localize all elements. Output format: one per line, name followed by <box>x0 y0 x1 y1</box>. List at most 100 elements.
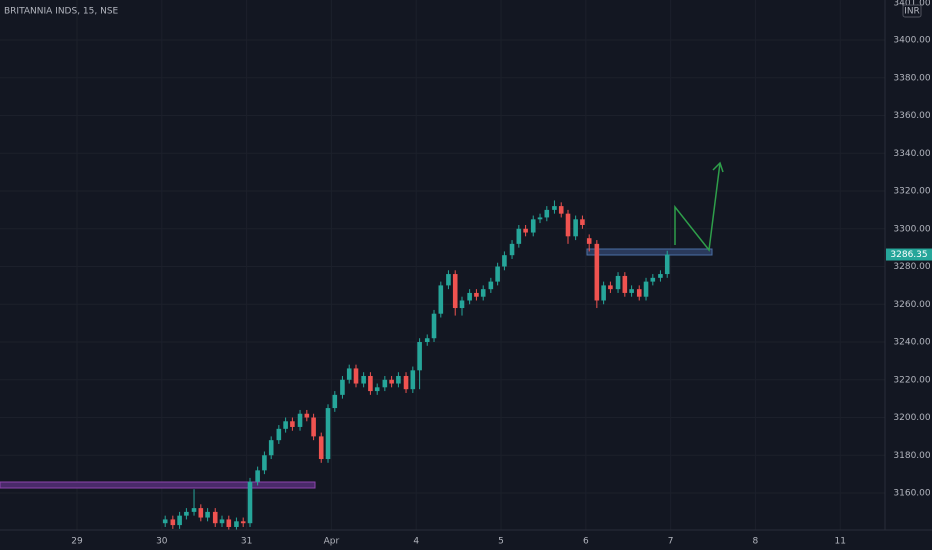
candle-body <box>509 243 515 256</box>
x-tick-label: 30 <box>156 537 168 547</box>
candle-body <box>643 281 649 297</box>
candle-body <box>601 285 606 301</box>
projection-arrow <box>674 162 721 252</box>
candle-body <box>565 213 571 237</box>
x-tick-label: 7 <box>668 537 674 547</box>
candle-body <box>523 228 528 233</box>
scale-header: 3401.00 <box>893 0 930 9</box>
candle-body <box>325 408 331 460</box>
candle-body <box>502 255 507 267</box>
candle-body <box>530 219 536 233</box>
candle-body <box>340 379 345 395</box>
candle-body <box>318 436 324 460</box>
candle-body <box>262 455 267 471</box>
y-tick-label: 3240.00 <box>893 338 930 348</box>
candle-body <box>283 421 288 429</box>
candle-body <box>424 338 430 343</box>
candle-body <box>162 519 168 524</box>
candle-body <box>198 508 204 518</box>
resistance-zone <box>586 248 713 256</box>
candle-body <box>346 368 352 380</box>
candle-body <box>297 413 303 427</box>
candle-body <box>552 206 557 210</box>
y-tick-label: 3380.00 <box>893 73 930 83</box>
y-tick-label: 3300.00 <box>893 224 930 234</box>
x-tick-label: 4 <box>413 537 419 547</box>
candle-body <box>537 217 543 220</box>
candle-body <box>353 368 359 384</box>
last-price-label: 3286.35 <box>890 250 927 260</box>
candle-body <box>177 515 182 526</box>
candle-body <box>664 254 670 275</box>
y-tick-label: 3260.00 <box>893 300 930 310</box>
y-tick-label: 3220.00 <box>893 375 930 385</box>
candle-body <box>558 206 564 214</box>
y-tick-label: 3360.00 <box>893 111 930 121</box>
candle-body <box>516 228 522 244</box>
candle-body <box>247 481 253 524</box>
y-tick-label: 3200.00 <box>893 413 930 423</box>
candle-body <box>431 313 437 339</box>
y-tick-label: 3160.00 <box>893 489 930 499</box>
x-tick-label: 8 <box>753 537 759 547</box>
currency-box <box>902 4 922 18</box>
candles <box>162 200 670 530</box>
candle-body <box>629 289 634 293</box>
candle-body <box>268 440 274 456</box>
x-tick-label: 11 <box>834 537 845 547</box>
candle-body <box>417 342 422 371</box>
y-tick-label: 3400.00 <box>893 36 930 46</box>
candle-body <box>212 511 218 524</box>
candle-body <box>658 274 663 278</box>
candle-body <box>382 379 388 388</box>
candle-body <box>410 370 416 390</box>
candle-body <box>205 511 210 518</box>
y-tick-label: 3340.00 <box>893 149 930 159</box>
candle-body <box>650 277 656 282</box>
candle-body <box>290 421 295 427</box>
chart-title: BRITANNIA INDS, 15, NSE <box>4 7 119 17</box>
candle-body <box>368 375 373 392</box>
candle-body <box>403 375 409 390</box>
y-tick-label: 3280.00 <box>893 262 930 272</box>
x-tick-label: Apr <box>324 537 340 547</box>
y-tick-label: 3180.00 <box>893 451 930 461</box>
candle-body <box>615 275 621 290</box>
grid <box>0 0 885 530</box>
candle-body <box>459 300 465 309</box>
candle-body <box>184 511 189 516</box>
x-tick-label: 29 <box>71 537 83 547</box>
support-zone <box>0 481 316 489</box>
axes: 3160.00 3180.00 3200.00 3220.00 3240.00 3260.… <box>71 36 932 547</box>
candle-body <box>438 285 444 314</box>
y-tick-label: 3320.00 <box>893 187 930 197</box>
candle-body <box>276 428 282 441</box>
candle-body <box>544 209 550 218</box>
candle-body <box>452 274 458 309</box>
candle-body <box>255 470 260 482</box>
candle-body <box>636 289 642 297</box>
currency: INR <box>904 7 920 17</box>
candle-body <box>573 219 578 237</box>
candle-body <box>396 375 401 384</box>
candle-body <box>446 274 451 286</box>
candle-body <box>467 292 472 301</box>
candle-body <box>226 519 232 527</box>
candle-body <box>488 281 494 290</box>
candle-body <box>480 289 486 297</box>
candle-body <box>304 413 310 418</box>
candle-body <box>311 417 316 437</box>
candle-body <box>191 508 197 512</box>
candle-body <box>389 379 394 384</box>
x-tick-label: 31 <box>241 537 252 547</box>
candle-body <box>495 266 500 282</box>
x-tick-label: 6 <box>583 537 589 547</box>
candle-body <box>580 219 585 225</box>
arrow-head <box>712 161 724 173</box>
candle-body <box>586 238 592 244</box>
candle-body <box>474 292 479 297</box>
candle-body <box>170 519 176 526</box>
candle-body <box>219 519 225 524</box>
